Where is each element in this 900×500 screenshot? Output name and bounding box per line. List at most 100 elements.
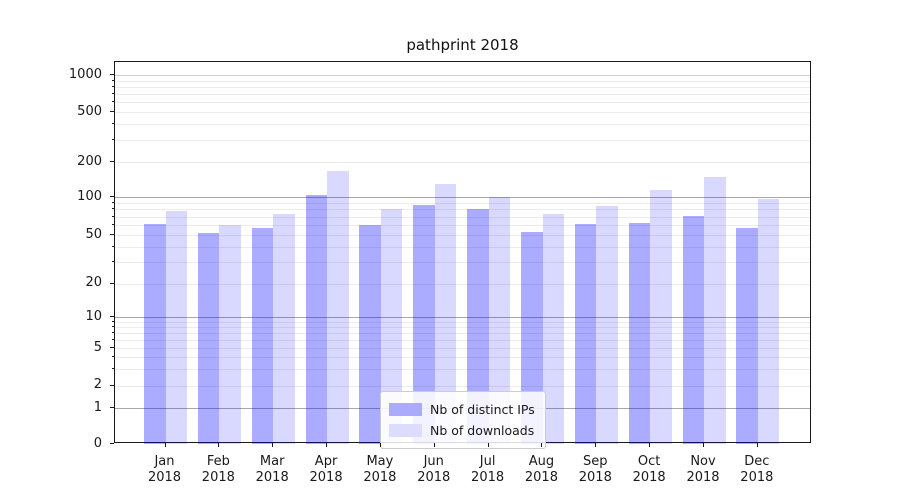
bar-downloads-sep (596, 205, 618, 444)
bar-downloads-feb (219, 225, 241, 444)
y-tick-mark-minor (112, 111, 114, 112)
bar-downloads-oct (650, 189, 672, 444)
legend-swatch-distinct-ips-icon (389, 403, 422, 416)
y-tick-mark (110, 443, 114, 444)
gridline (115, 94, 810, 95)
x-tick-label: Mar 2018 (255, 454, 289, 485)
y-tick-mark-minor (112, 224, 114, 225)
gridline (115, 102, 810, 104)
y-tick-mark-minor (112, 245, 114, 247)
y-tick-label: 10 (85, 308, 102, 324)
bar-downloads-jun (434, 183, 457, 444)
gridline (115, 317, 810, 318)
x-tick-mark (756, 443, 758, 447)
y-tick-mark-minor (112, 79, 114, 81)
y-tick-mark-minor (112, 261, 114, 263)
x-tick-label: Sep 2018 (578, 454, 612, 485)
x-tick-mark (541, 443, 543, 447)
y-tick-mark-minor (112, 331, 114, 333)
gridline (115, 368, 810, 370)
x-tick-label: May 2018 (363, 454, 397, 485)
x-tick-label: Jun 2018 (417, 454, 451, 485)
gridline (115, 197, 810, 198)
legend: Nb of distinct IPs Nb of downloads (380, 391, 546, 449)
x-tick-label: Feb 2018 (201, 454, 235, 485)
y-tick-label: 50 (85, 226, 102, 242)
gridline (115, 139, 810, 141)
gridline (115, 333, 810, 334)
bar-distinct-ips-jun (413, 205, 435, 444)
bar-downloads-dec (757, 198, 780, 444)
x-tick-label: Dec 2018 (740, 454, 774, 485)
legend-item-downloads: Nb of downloads (389, 420, 536, 441)
y-tick-label: 500 (77, 103, 102, 119)
y-tick-mark-minor (112, 325, 114, 327)
bar-distinct-ips-apr (305, 195, 328, 444)
y-tick-mark-minor (112, 282, 114, 284)
bar-distinct-ips-may (359, 225, 381, 444)
bar-downloads-nov (704, 177, 726, 444)
gridline (115, 225, 810, 226)
bar-downloads-aug (542, 213, 564, 444)
chart-title: pathprint 2018 (406, 36, 519, 54)
gridline (115, 162, 810, 163)
x-tick-label: Nov 2018 (686, 454, 720, 485)
y-tick-mark-minor (112, 384, 114, 386)
gridline (115, 327, 810, 328)
x-tick-mark (272, 443, 274, 447)
bar-distinct-ips-aug (521, 231, 543, 444)
y-tick-mark-minor (112, 347, 114, 348)
gridline (115, 357, 810, 359)
gridline (115, 216, 810, 218)
x-tick-label: Jan 2018 (147, 454, 182, 485)
y-tick-mark-minor (112, 161, 114, 162)
bar-distinct-ips-dec (736, 227, 758, 444)
y-tick-mark-minor (112, 215, 114, 217)
gridline (115, 202, 810, 204)
gridline (115, 124, 810, 126)
y-tick-label: 100 (77, 188, 102, 204)
plot-area: Nb of distinct IPs Nb of downloads (114, 61, 811, 449)
x-tick-mark (595, 443, 597, 447)
x-tick-label: Apr 2018 (309, 454, 343, 485)
y-tick-mark-minor (112, 74, 114, 75)
x-tick-label: Aug 2018 (524, 454, 558, 485)
legend-swatch-downloads-icon (389, 424, 422, 437)
y-tick-label: 1 (93, 399, 102, 415)
bar-distinct-ips-mar (251, 227, 274, 444)
y-tick-label: 2 (93, 377, 102, 392)
x-tick-mark (164, 443, 166, 447)
y-tick-label: 20 (85, 275, 102, 290)
y-tick-mark-minor (112, 367, 114, 369)
gridline (115, 209, 810, 211)
y-tick-label: 5 (93, 339, 102, 355)
y-tick-mark-minor (112, 338, 114, 340)
y-tick-mark-minor (112, 85, 114, 87)
bar-downloads-may (380, 208, 403, 444)
gridline (115, 86, 810, 88)
y-tick-mark-minor (112, 93, 114, 95)
gridline (115, 385, 810, 387)
gridline (115, 246, 810, 248)
bar-downloads-mar (273, 214, 295, 444)
x-tick-mark (379, 443, 381, 447)
bar-distinct-ips-feb (197, 232, 220, 444)
x-tick-mark (487, 443, 489, 447)
bar-distinct-ips-oct (628, 223, 651, 444)
x-tick-mark (703, 443, 704, 447)
bar-downloads-apr (327, 170, 349, 444)
gridline (115, 112, 810, 113)
y-tick-mark (110, 196, 114, 197)
x-tick-label: Oct 2018 (632, 454, 666, 485)
y-tick-label: 200 (77, 153, 102, 169)
y-tick-mark (110, 316, 114, 317)
y-tick-mark-minor (112, 320, 114, 322)
bar-distinct-ips-jan (144, 224, 166, 444)
legend-label-distinct-ips: Nb of distinct IPs (430, 402, 535, 417)
y-tick-mark (110, 407, 114, 408)
y-tick-label: 0 (93, 435, 102, 451)
y-tick-label: 1000 (68, 66, 102, 82)
y-tick-mark-minor (112, 234, 114, 235)
bar-distinct-ips-sep (574, 224, 597, 444)
legend-label-downloads: Nb of downloads (430, 423, 535, 438)
